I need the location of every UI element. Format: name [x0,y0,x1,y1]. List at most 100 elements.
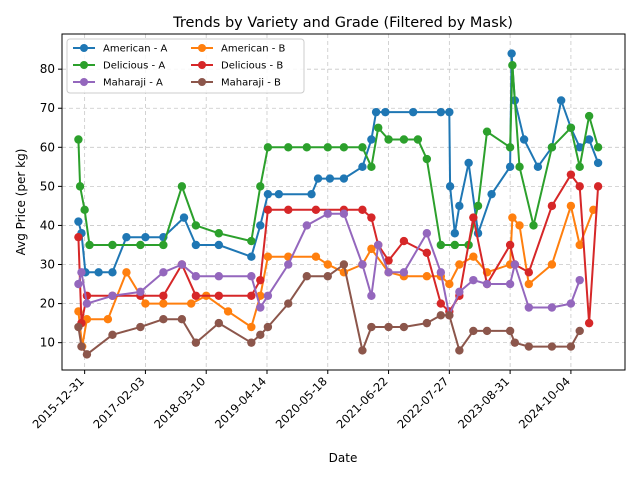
data-point [191,240,201,250]
data-point [367,322,376,332]
x-tick-label: 2015-12-31 [30,374,87,431]
x-tick-label: 2019-04-14 [212,374,269,431]
legend-label: American - A [103,44,168,55]
series-group [74,260,584,359]
data-point [505,279,515,289]
legend-swatch-marker [198,78,206,86]
data-point [505,162,515,172]
legend-swatch-marker [198,61,206,69]
data-point [464,158,473,168]
plot-frame [61,33,626,371]
data-point [136,287,145,297]
data-point [284,143,293,152]
data-point [547,342,557,351]
data-point [584,111,594,121]
data-point [358,205,367,215]
data-point [74,217,83,226]
data-point [384,322,393,332]
data-point [74,232,83,242]
x-tick-label: 2023-08-31 [455,374,512,431]
data-point [469,326,478,336]
data-point [358,162,367,172]
data-point [323,143,332,152]
x-tick-label: 2022-07-27 [394,374,451,431]
data-point [159,299,168,308]
data-point [177,260,187,269]
data-point [445,279,454,289]
y-tick-label: 60 [40,140,55,154]
data-point [529,221,538,230]
data-point [85,240,94,250]
data-point [159,240,168,250]
data-point [367,213,376,222]
data-point [307,189,316,199]
legend-label: Delicious - B [221,61,283,72]
data-point [524,268,534,277]
data-point [214,272,224,281]
data-point [214,291,224,300]
data-point [384,268,393,277]
data-point [339,174,349,183]
data-point [247,291,256,300]
data-point [469,252,478,261]
data-point [436,240,446,250]
data-point [399,268,409,277]
data-point [323,260,332,269]
data-point [325,174,335,183]
data-point [256,330,265,340]
data-point [77,342,86,351]
data-point [508,213,517,222]
x-tick-label: 2021-06-22 [334,374,391,431]
data-point [263,205,273,215]
data-point [323,209,332,218]
data-point [422,229,432,238]
data-point [77,268,86,277]
data-point [214,318,224,328]
legend-swatch-marker [80,61,88,69]
data-point [191,221,201,230]
data-point [547,143,557,152]
data-point [575,162,584,172]
data-point [302,272,312,281]
data-point [339,260,349,269]
data-point [556,96,566,105]
data-point [256,182,265,191]
data-point [94,268,103,277]
data-point [436,268,446,277]
data-point [311,205,321,215]
data-point [358,346,367,355]
data-point [75,182,85,191]
data-point [159,315,168,324]
data-point [191,291,201,300]
data-point [177,182,187,191]
legend-label: Maharaji - B [221,78,281,89]
y-tick-label: 80 [40,62,55,76]
data-point [247,322,256,332]
data-point [445,311,454,320]
chart-title: Trends by Variety and Grade (Filtered by… [172,15,513,31]
data-point [263,252,273,261]
data-point [122,232,131,242]
data-point [247,338,256,347]
data-point [358,143,367,152]
data-point [284,205,293,215]
y-tick-label: 50 [40,179,55,193]
data-point [469,275,478,285]
data-point [367,244,376,254]
data-point [547,303,557,312]
data-point [247,236,256,246]
data-point [593,182,603,191]
legend-frame [66,38,305,94]
data-point [374,240,383,250]
data-point [191,272,201,281]
data-point [547,260,557,269]
data-point [524,303,534,312]
y-tick-label: 20 [40,297,55,311]
data-point [263,291,273,300]
data-point [247,252,256,261]
data-point [399,236,409,246]
legend-label: American - B [221,44,286,55]
data-point [82,299,92,308]
data-point [473,201,483,211]
data-point [367,162,376,172]
